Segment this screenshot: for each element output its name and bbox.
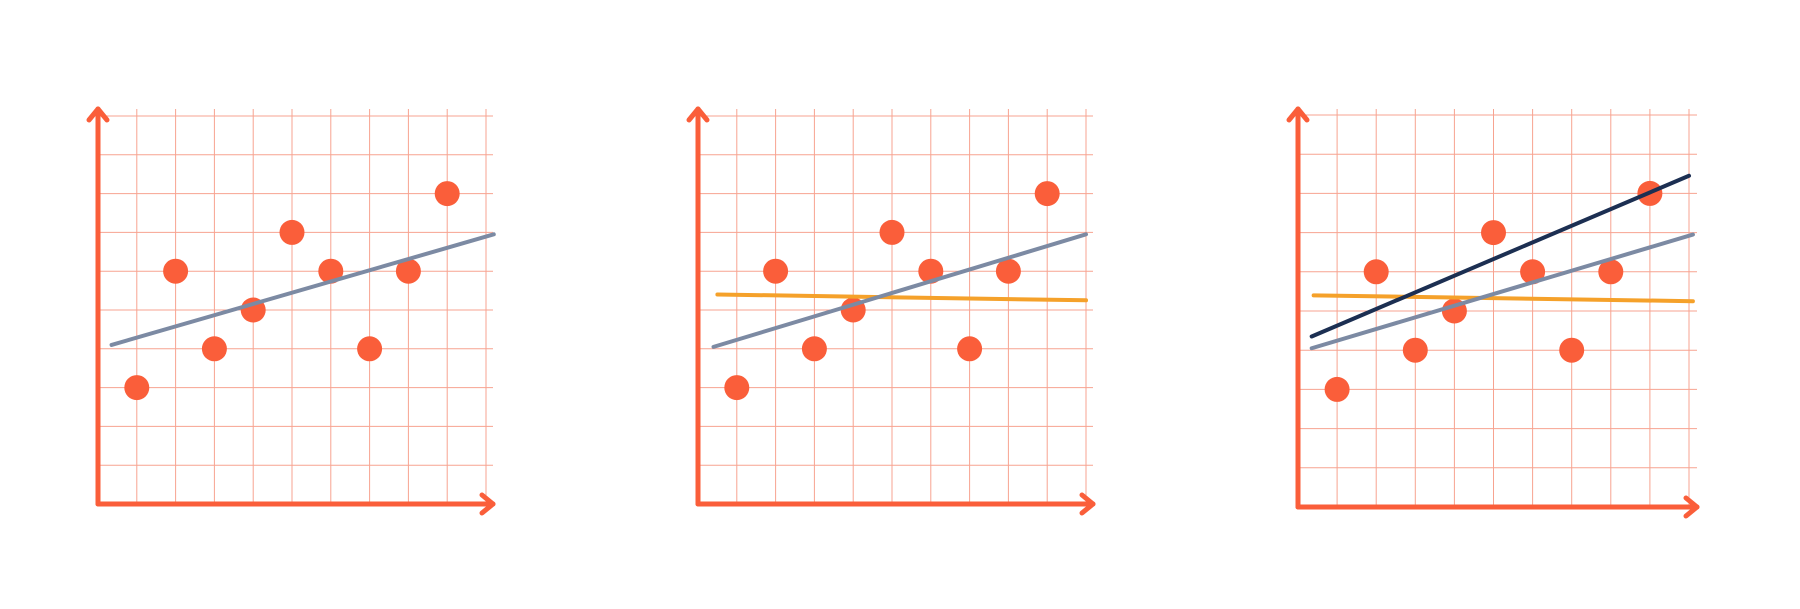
fit-line-gray bbox=[711, 232, 1088, 349]
data-point bbox=[1363, 259, 1389, 285]
axes bbox=[1286, 106, 1700, 519]
data-point bbox=[201, 336, 227, 362]
data-point bbox=[124, 375, 150, 401]
fit-line-orange bbox=[1311, 293, 1695, 304]
grid bbox=[98, 109, 493, 504]
fit-line-orange bbox=[715, 292, 1088, 303]
x-axis-arrow-icon bbox=[1683, 495, 1700, 519]
data-point bbox=[434, 181, 460, 207]
data-point bbox=[1520, 259, 1546, 285]
x-axis-arrow-icon bbox=[479, 492, 496, 516]
fit-line-gray bbox=[109, 232, 496, 347]
scatter-panel-left bbox=[86, 106, 496, 516]
fit-line-gray bbox=[1309, 232, 1695, 351]
fit-lines bbox=[1309, 173, 1695, 351]
data-point bbox=[1481, 220, 1506, 246]
data-point bbox=[279, 219, 305, 245]
grid bbox=[1298, 109, 1697, 507]
data-point bbox=[995, 258, 1021, 284]
scatter-panel-right bbox=[1286, 106, 1700, 519]
data-point bbox=[395, 258, 421, 284]
data-point bbox=[1034, 181, 1060, 207]
data-point bbox=[724, 375, 750, 401]
grid bbox=[698, 109, 1093, 504]
axes bbox=[686, 106, 1096, 516]
data-points bbox=[1324, 180, 1663, 402]
y-axis-arrow-icon bbox=[1286, 106, 1310, 123]
data-point bbox=[1598, 259, 1624, 285]
y-axis-arrow-icon bbox=[686, 106, 710, 123]
data-point bbox=[801, 336, 827, 362]
data-point bbox=[1402, 337, 1428, 363]
axes bbox=[86, 106, 496, 516]
data-point bbox=[163, 258, 189, 284]
data-point bbox=[1559, 337, 1585, 363]
data-point bbox=[357, 336, 383, 362]
fit-line-navy bbox=[1309, 173, 1691, 339]
data-point bbox=[763, 258, 789, 284]
scatter-panel-middle bbox=[686, 106, 1096, 516]
data-point bbox=[957, 336, 983, 362]
fit-lines bbox=[711, 232, 1088, 349]
data-point bbox=[879, 219, 905, 245]
y-axis-arrow-icon bbox=[86, 106, 110, 123]
data-points bbox=[724, 181, 1060, 401]
data-point bbox=[318, 258, 344, 284]
x-axis-arrow-icon bbox=[1079, 492, 1096, 516]
data-point bbox=[1324, 376, 1350, 402]
fit-lines bbox=[109, 232, 496, 347]
